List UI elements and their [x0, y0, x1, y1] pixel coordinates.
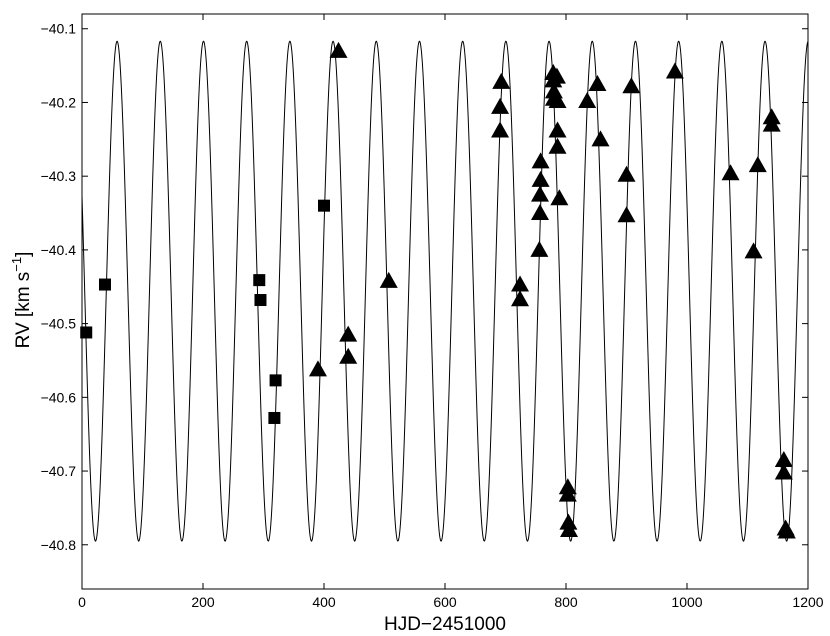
x-tick-label: 600	[433, 594, 457, 610]
square-marker	[268, 411, 281, 424]
square-marker	[318, 199, 330, 212]
triangle-marker	[617, 206, 636, 223]
y-tick-label: −40.3	[41, 168, 77, 184]
triangle-marker	[379, 271, 398, 288]
triangle-marker	[531, 152, 550, 169]
triangle-marker	[777, 522, 796, 539]
square-marker	[80, 326, 93, 339]
y-axis-title-close: ]	[13, 252, 34, 257]
triangle-marker	[530, 185, 549, 202]
triangle-marker	[491, 97, 510, 114]
x-axis-title: HJD−2451000	[384, 614, 506, 635]
y-tick-label: −40.5	[41, 316, 77, 332]
y-tick-label: −40.1	[41, 21, 77, 37]
triangle-marker	[548, 91, 567, 108]
triangle-marker	[548, 121, 567, 138]
triangle-marker	[617, 165, 636, 182]
triangle-marker	[591, 130, 610, 147]
triangle-marker	[578, 91, 597, 108]
triangle-marker	[622, 77, 641, 94]
square-marker	[253, 274, 266, 287]
x-tick-label: 800	[554, 594, 578, 610]
square-marker	[98, 278, 111, 291]
x-tick-label: 1200	[792, 594, 823, 610]
triangle-marker	[548, 137, 567, 154]
triangle-marker	[665, 62, 684, 79]
triangle-marker	[511, 290, 530, 307]
model-curve	[82, 40, 808, 542]
triangle-marker	[530, 240, 549, 257]
triangle-marker	[530, 204, 549, 221]
triangle-marker	[308, 360, 327, 377]
triangle-marker	[339, 347, 358, 364]
data-markers	[80, 41, 796, 539]
square-marker	[254, 294, 267, 307]
triangle-marker	[339, 325, 358, 342]
triangle-marker	[511, 275, 530, 292]
x-tick-label: 200	[191, 594, 215, 610]
y-tick-label: −40.6	[41, 389, 77, 405]
triangle-marker	[774, 463, 793, 480]
y-tick-label: −40.4	[41, 242, 77, 258]
triangle-marker	[531, 170, 550, 187]
y-axis-title-sup: −1	[9, 257, 24, 272]
triangle-marker	[492, 72, 511, 89]
triangle-marker	[558, 485, 577, 502]
triangle-marker	[588, 75, 607, 92]
x-tick-label: 0	[78, 594, 86, 610]
triangle-marker	[762, 115, 781, 132]
y-axis-ticks: −40.1 −40.2 −40.3 −40.4 −40.5 −40.6 −40.7 −40.8	[41, 21, 808, 553]
triangle-marker	[774, 450, 793, 467]
y-axis-title-main: RV [km s	[13, 272, 34, 349]
triangle-marker	[491, 121, 510, 138]
triangle-marker	[748, 156, 767, 173]
triangle-marker	[721, 164, 740, 181]
y-tick-label: −40.2	[41, 94, 77, 110]
triangle-marker	[550, 189, 569, 206]
x-tick-label: 1000	[671, 594, 702, 610]
triangle-marker	[329, 41, 348, 58]
y-tick-label: −40.7	[41, 463, 77, 479]
y-axis-title: RV [km s−1]	[9, 252, 34, 349]
triangle-marker	[559, 513, 578, 530]
triangle-marker	[560, 521, 579, 538]
x-axis-ticks: 0 200 400 600 800 1000 1200	[78, 14, 824, 610]
triangle-marker	[744, 242, 763, 259]
square-marker	[269, 374, 282, 387]
x-tick-label: 400	[312, 594, 336, 610]
triangle-marker	[547, 67, 566, 84]
y-tick-label: −40.8	[41, 537, 77, 553]
